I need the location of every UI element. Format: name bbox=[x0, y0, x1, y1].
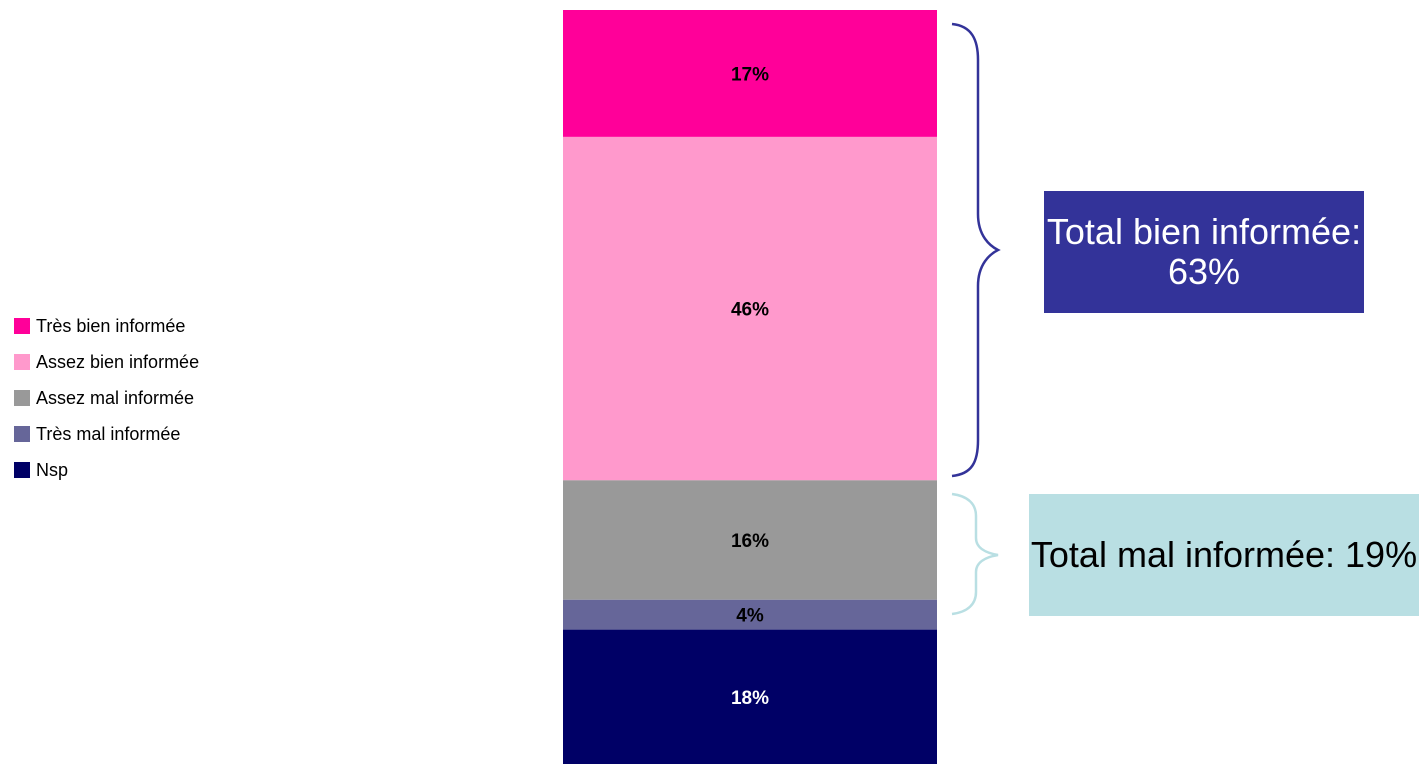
legend-label: Nsp bbox=[36, 459, 69, 480]
data-label-3: 4% bbox=[736, 606, 764, 627]
data-label-1: 46% bbox=[731, 300, 769, 321]
bar-segment-3 bbox=[563, 599, 937, 630]
bar-segment-2 bbox=[563, 480, 937, 600]
chart-legend: Très bien informée Assez bien informée A… bbox=[14, 308, 199, 488]
total-bien-informee-callout: Total bien informée: 63% bbox=[1044, 191, 1364, 313]
legend-item: Assez bien informée bbox=[14, 344, 199, 380]
legend-label: Assez bien informée bbox=[36, 351, 200, 372]
bar-segments bbox=[563, 10, 937, 764]
legend-item: Assez mal informée bbox=[14, 380, 199, 416]
legend-swatch bbox=[14, 354, 30, 370]
bar-segment-1 bbox=[563, 136, 937, 481]
legend-item: Nsp bbox=[14, 452, 199, 488]
legend-swatch bbox=[14, 426, 30, 442]
data-label-0: 17% bbox=[731, 64, 769, 85]
legend-swatch bbox=[14, 390, 30, 406]
data-labels: 17% 46% 16% 4% 18% bbox=[731, 64, 769, 708]
total-mal-informee-text: Total mal informée: 19% bbox=[1030, 534, 1418, 576]
data-label-4: 18% bbox=[731, 688, 769, 709]
bar-segment-0 bbox=[563, 10, 937, 137]
total-bien-informee-text: Total bien informée: 63% bbox=[1046, 211, 1362, 292]
data-label-2: 16% bbox=[731, 531, 769, 552]
legend-label: Très bien informée bbox=[36, 315, 186, 336]
legend-item: Très mal informée bbox=[14, 416, 199, 452]
bar-segment-4 bbox=[563, 629, 937, 764]
brace-bien-informee bbox=[951, 22, 1001, 478]
total-mal-informee-callout: Total mal informée: 19% bbox=[1029, 494, 1419, 616]
legend-swatch bbox=[14, 318, 30, 334]
legend-label: Très mal informée bbox=[36, 423, 181, 444]
legend-swatch bbox=[14, 462, 30, 478]
legend-label: Assez mal informée bbox=[36, 387, 195, 408]
brace-mal-informee bbox=[951, 492, 999, 616]
legend-item: Très bien informée bbox=[14, 308, 199, 344]
